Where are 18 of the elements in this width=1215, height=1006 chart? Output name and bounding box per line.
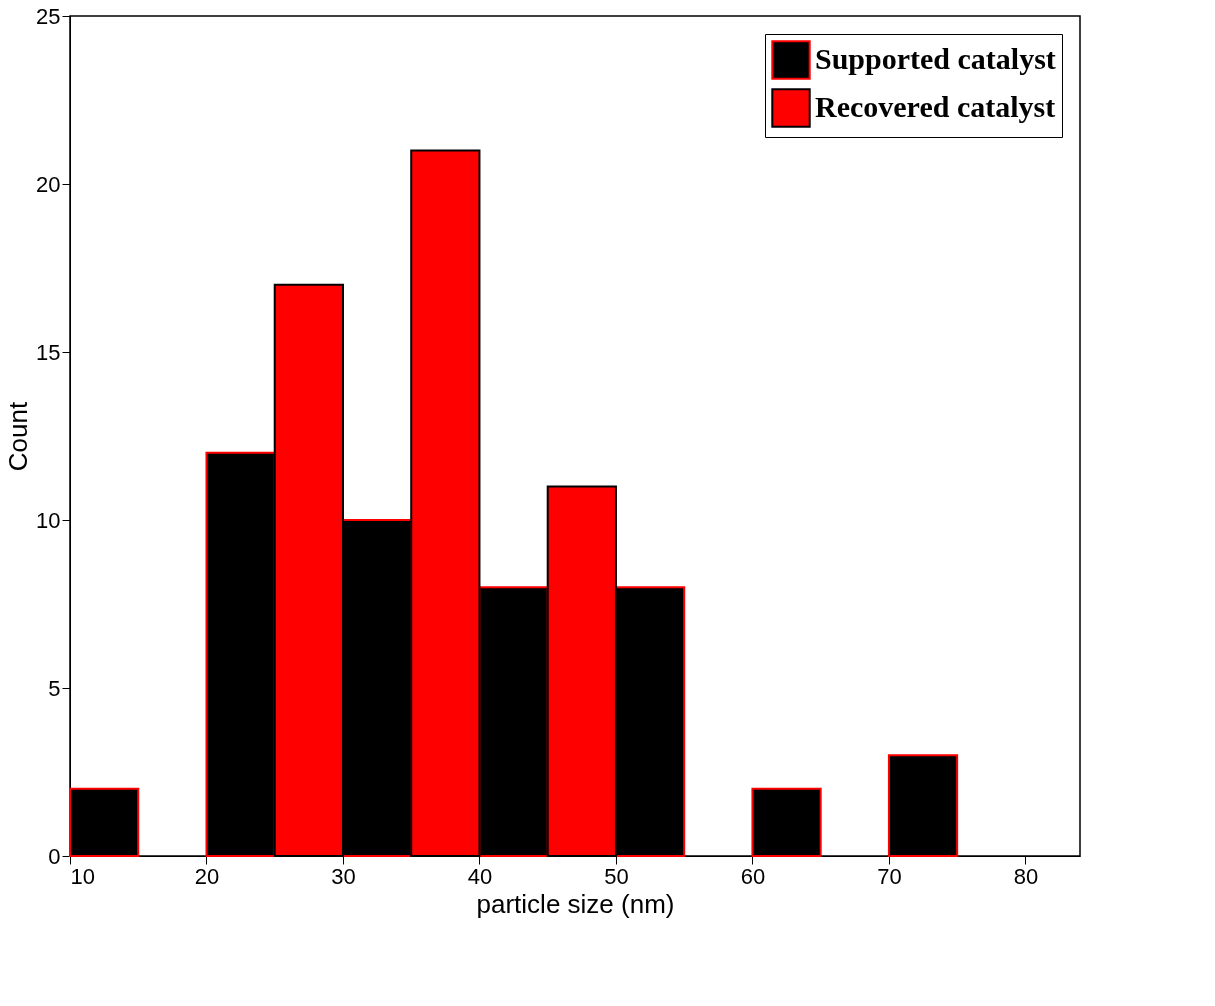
legend-label: Recovered catalyst [815,90,1056,123]
x-tick-label: 70 [877,863,902,889]
x-axis-title: particle size (nm) [476,888,675,919]
x-tick-label: 30 [331,863,356,889]
x-tick-label: 20 [194,863,220,889]
legend-label: Supported catalyst [815,42,1056,75]
x-tick-label: 60 [740,863,766,889]
x-tick-label: 40 [467,863,493,889]
y-tick-label: 0 [48,843,61,869]
y-tick-label: 20 [36,171,61,197]
y-tick-label: 15 [36,339,61,365]
y-tick-label: 25 [36,3,61,29]
x-tick-label: 10 [70,863,95,889]
x-tick-label: 50 [604,863,629,889]
y-axis-title: Count [3,401,34,472]
y-tick-label: 10 [36,507,61,533]
x-tick-label: 80 [1013,863,1039,889]
y-tick-label: 5 [48,675,61,701]
